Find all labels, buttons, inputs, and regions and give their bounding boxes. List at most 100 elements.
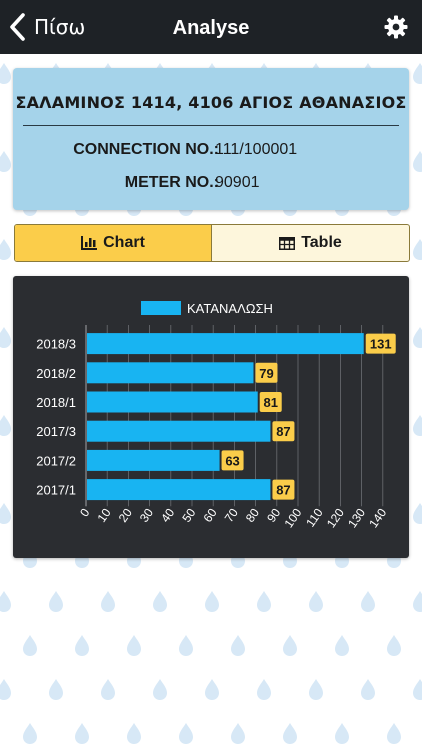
gear-icon[interactable] xyxy=(384,15,408,39)
water-drop xyxy=(0,503,11,524)
water-drop xyxy=(309,591,323,612)
water-drop xyxy=(283,635,297,656)
address: ΣΑΛΑΜΙΝΟΣ 1414, 4106 ΑΓΙΟΣ ΑΘΑΝΑΣΙΟΣ xyxy=(15,93,407,112)
tab-chart-label: Chart xyxy=(103,234,145,251)
value-badge xyxy=(272,479,295,500)
data-label: 87 xyxy=(276,483,290,498)
water-drop xyxy=(153,591,167,612)
value-badge xyxy=(259,392,282,412)
water-drop xyxy=(309,679,323,700)
water-drop xyxy=(75,635,89,656)
water-drop xyxy=(127,635,141,656)
value-badge xyxy=(365,333,396,354)
back-label: Πίσω xyxy=(34,15,86,39)
water-drop xyxy=(0,591,11,612)
water-drop xyxy=(413,239,422,260)
x-tick-label: 100 xyxy=(281,506,304,531)
water-drop xyxy=(49,679,63,700)
bar xyxy=(87,333,364,355)
water-drop xyxy=(0,327,11,348)
navigation-bar: Πίσω Analyse xyxy=(0,0,422,54)
water-drop xyxy=(49,591,63,612)
x-tick-label: 40 xyxy=(158,506,177,525)
connection-info-card: ΣΑΛΑΜΙΝΟΣ 1414, 4106 ΑΓΙΟΣ ΑΘΑΝΑΣΙΟΣ CON… xyxy=(13,68,409,210)
water-drop xyxy=(0,415,11,436)
x-tick-label: 20 xyxy=(116,506,135,525)
meter-row: METER NO.: 90901 xyxy=(13,174,409,198)
water-drop xyxy=(413,503,422,524)
water-drop xyxy=(127,723,141,744)
x-tick-label: 110 xyxy=(303,506,326,530)
water-drop xyxy=(75,723,89,744)
water-drop xyxy=(205,591,219,612)
water-drop xyxy=(101,591,115,612)
x-tick-label: 30 xyxy=(137,506,156,525)
view-toggle: Chart Table xyxy=(14,224,410,262)
water-drop xyxy=(283,723,297,744)
water-drop xyxy=(257,591,271,612)
category-label: 2018/2 xyxy=(36,366,76,381)
water-drop xyxy=(413,591,422,612)
bar-chart-icon xyxy=(81,236,98,250)
tab-table-label: Table xyxy=(301,234,342,251)
tab-chart[interactable]: Chart xyxy=(15,225,212,261)
data-label: 131 xyxy=(370,337,392,352)
x-tick-label: 0 xyxy=(77,506,92,520)
water-drop xyxy=(335,723,349,744)
data-label: 79 xyxy=(259,366,273,381)
consumption-chart-card: ΚΑΤΑΝΑΛΩΣΗ 2018/3 131 2018/2 79 2018/1 81 2017/… xyxy=(13,276,409,558)
category-label: 2017/3 xyxy=(36,424,76,439)
water-drop xyxy=(413,63,422,84)
x-tick-label: 70 xyxy=(222,506,241,525)
x-tick-label: 120 xyxy=(324,506,347,531)
chevron-left-icon xyxy=(10,13,25,41)
water-drop xyxy=(179,723,193,744)
bar xyxy=(87,362,254,384)
legend-swatch xyxy=(141,301,181,315)
table-icon xyxy=(279,236,296,250)
consumption-chart: ΚΑΤΑΝΑΛΩΣΗ 2018/3 131 2018/2 79 2018/1 81 2017/… xyxy=(36,301,396,531)
data-label: 63 xyxy=(225,453,239,468)
bar xyxy=(87,420,271,442)
legend-label: ΚΑΤΑΝΑΛΩΣΗ xyxy=(187,301,273,316)
water-drop xyxy=(23,723,37,744)
water-drop xyxy=(23,635,37,656)
water-drop xyxy=(413,679,422,700)
value-badge xyxy=(272,421,295,442)
meter-value: 90901 xyxy=(215,174,260,191)
data-label: 87 xyxy=(276,424,290,439)
water-drop xyxy=(0,679,11,700)
water-drop xyxy=(413,151,422,172)
x-tick-label: 140 xyxy=(366,506,389,531)
tab-table[interactable]: Table xyxy=(212,225,409,261)
x-tick-label: 10 xyxy=(95,506,114,525)
water-drop xyxy=(101,679,115,700)
x-tick-label: 60 xyxy=(201,506,220,525)
divider xyxy=(23,125,399,126)
water-drop xyxy=(335,635,349,656)
water-drop xyxy=(387,635,401,656)
water-drop xyxy=(361,591,375,612)
back-button[interactable]: Πίσω xyxy=(8,12,85,42)
connection-value: 111/100001 xyxy=(215,141,298,158)
bar xyxy=(87,479,271,501)
water-drop xyxy=(0,151,11,172)
water-drop xyxy=(0,239,11,260)
data-label: 81 xyxy=(263,395,277,410)
water-drop xyxy=(361,679,375,700)
category-label: 2017/2 xyxy=(36,453,76,468)
water-drop xyxy=(179,635,193,656)
water-drop xyxy=(257,679,271,700)
water-drop xyxy=(387,723,401,744)
x-tick-label: 130 xyxy=(345,506,368,531)
value-badge xyxy=(255,362,278,383)
category-label: 2017/1 xyxy=(36,483,76,498)
water-drop xyxy=(413,415,422,436)
water-drop xyxy=(205,679,219,700)
category-label: 2018/3 xyxy=(36,337,76,352)
bar xyxy=(87,391,258,413)
water-drop xyxy=(413,327,422,348)
connection-row: CONNECTION NO.: 111/100001 xyxy=(13,141,409,165)
value-badge xyxy=(221,450,244,471)
meter-label: METER NO.: xyxy=(124,174,219,191)
